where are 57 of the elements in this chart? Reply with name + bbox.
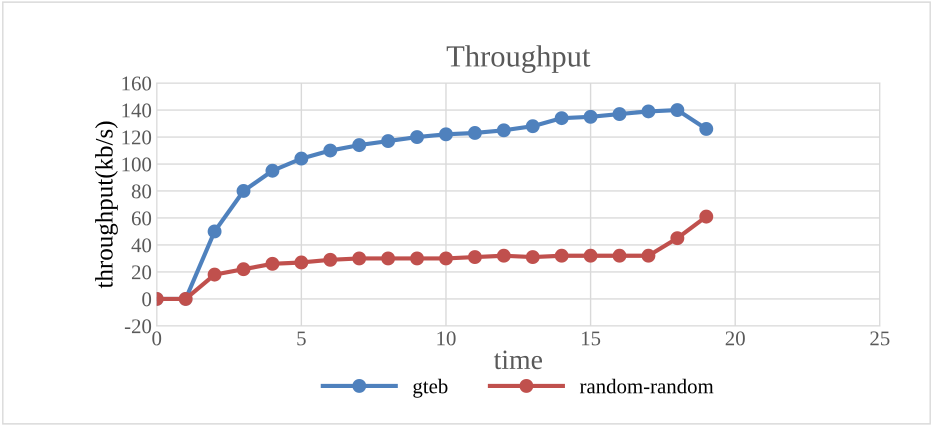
x-tick-label: 15 [582, 331, 600, 346]
point [526, 250, 540, 264]
point [496, 248, 511, 263]
y-tick-label: 140 [122, 103, 152, 118]
point [439, 127, 453, 142]
y-tick-label: 80 [132, 184, 152, 198]
x-tick-label: 20 [726, 331, 745, 346]
y-tick-label: 120 [122, 130, 152, 144]
point [612, 248, 626, 263]
point [208, 268, 222, 282]
x-tick-label: 25 [870, 331, 890, 346]
point [554, 111, 569, 126]
chart-title: Throughput [446, 45, 590, 73]
point [208, 224, 222, 238]
point [641, 104, 656, 118]
point [468, 250, 482, 264]
x-tick-label: 10 [437, 331, 456, 346]
y-tick-label: 0 [142, 292, 152, 306]
point [294, 152, 308, 166]
y-tick-label: -20 [124, 319, 152, 334]
point [294, 256, 308, 270]
legend-label: random-random [580, 378, 714, 394]
y-tick-label: 160 [122, 76, 152, 91]
point [612, 107, 626, 122]
y-tick-label: 20 [132, 265, 152, 280]
point [554, 248, 569, 263]
legend-label: gteb [413, 378, 448, 398]
point [265, 256, 280, 271]
y-tick-label: 100 [122, 157, 152, 172]
point [670, 231, 684, 246]
point [468, 126, 482, 140]
point [381, 251, 396, 266]
point [584, 110, 598, 124]
point [323, 252, 338, 267]
y-tick-label: 40 [131, 238, 152, 252]
point [381, 134, 396, 148]
point [236, 262, 250, 276]
x-tick-label: 0 [152, 331, 162, 346]
point [410, 130, 424, 144]
point [699, 210, 714, 224]
point [641, 248, 656, 263]
point [699, 122, 714, 136]
point [323, 144, 338, 158]
y-axis-title: throughput(kb/s) [95, 122, 118, 288]
point [584, 248, 598, 263]
point [352, 138, 366, 152]
y-tick-label: 60 [132, 211, 152, 226]
point [439, 251, 453, 266]
point [236, 184, 250, 198]
point [265, 164, 280, 178]
x-tick-label: 5 [297, 332, 306, 346]
point [352, 251, 366, 266]
point [526, 119, 540, 134]
x-axis-title: time [494, 350, 542, 370]
point [670, 103, 684, 117]
point [410, 251, 424, 266]
point [496, 123, 511, 138]
